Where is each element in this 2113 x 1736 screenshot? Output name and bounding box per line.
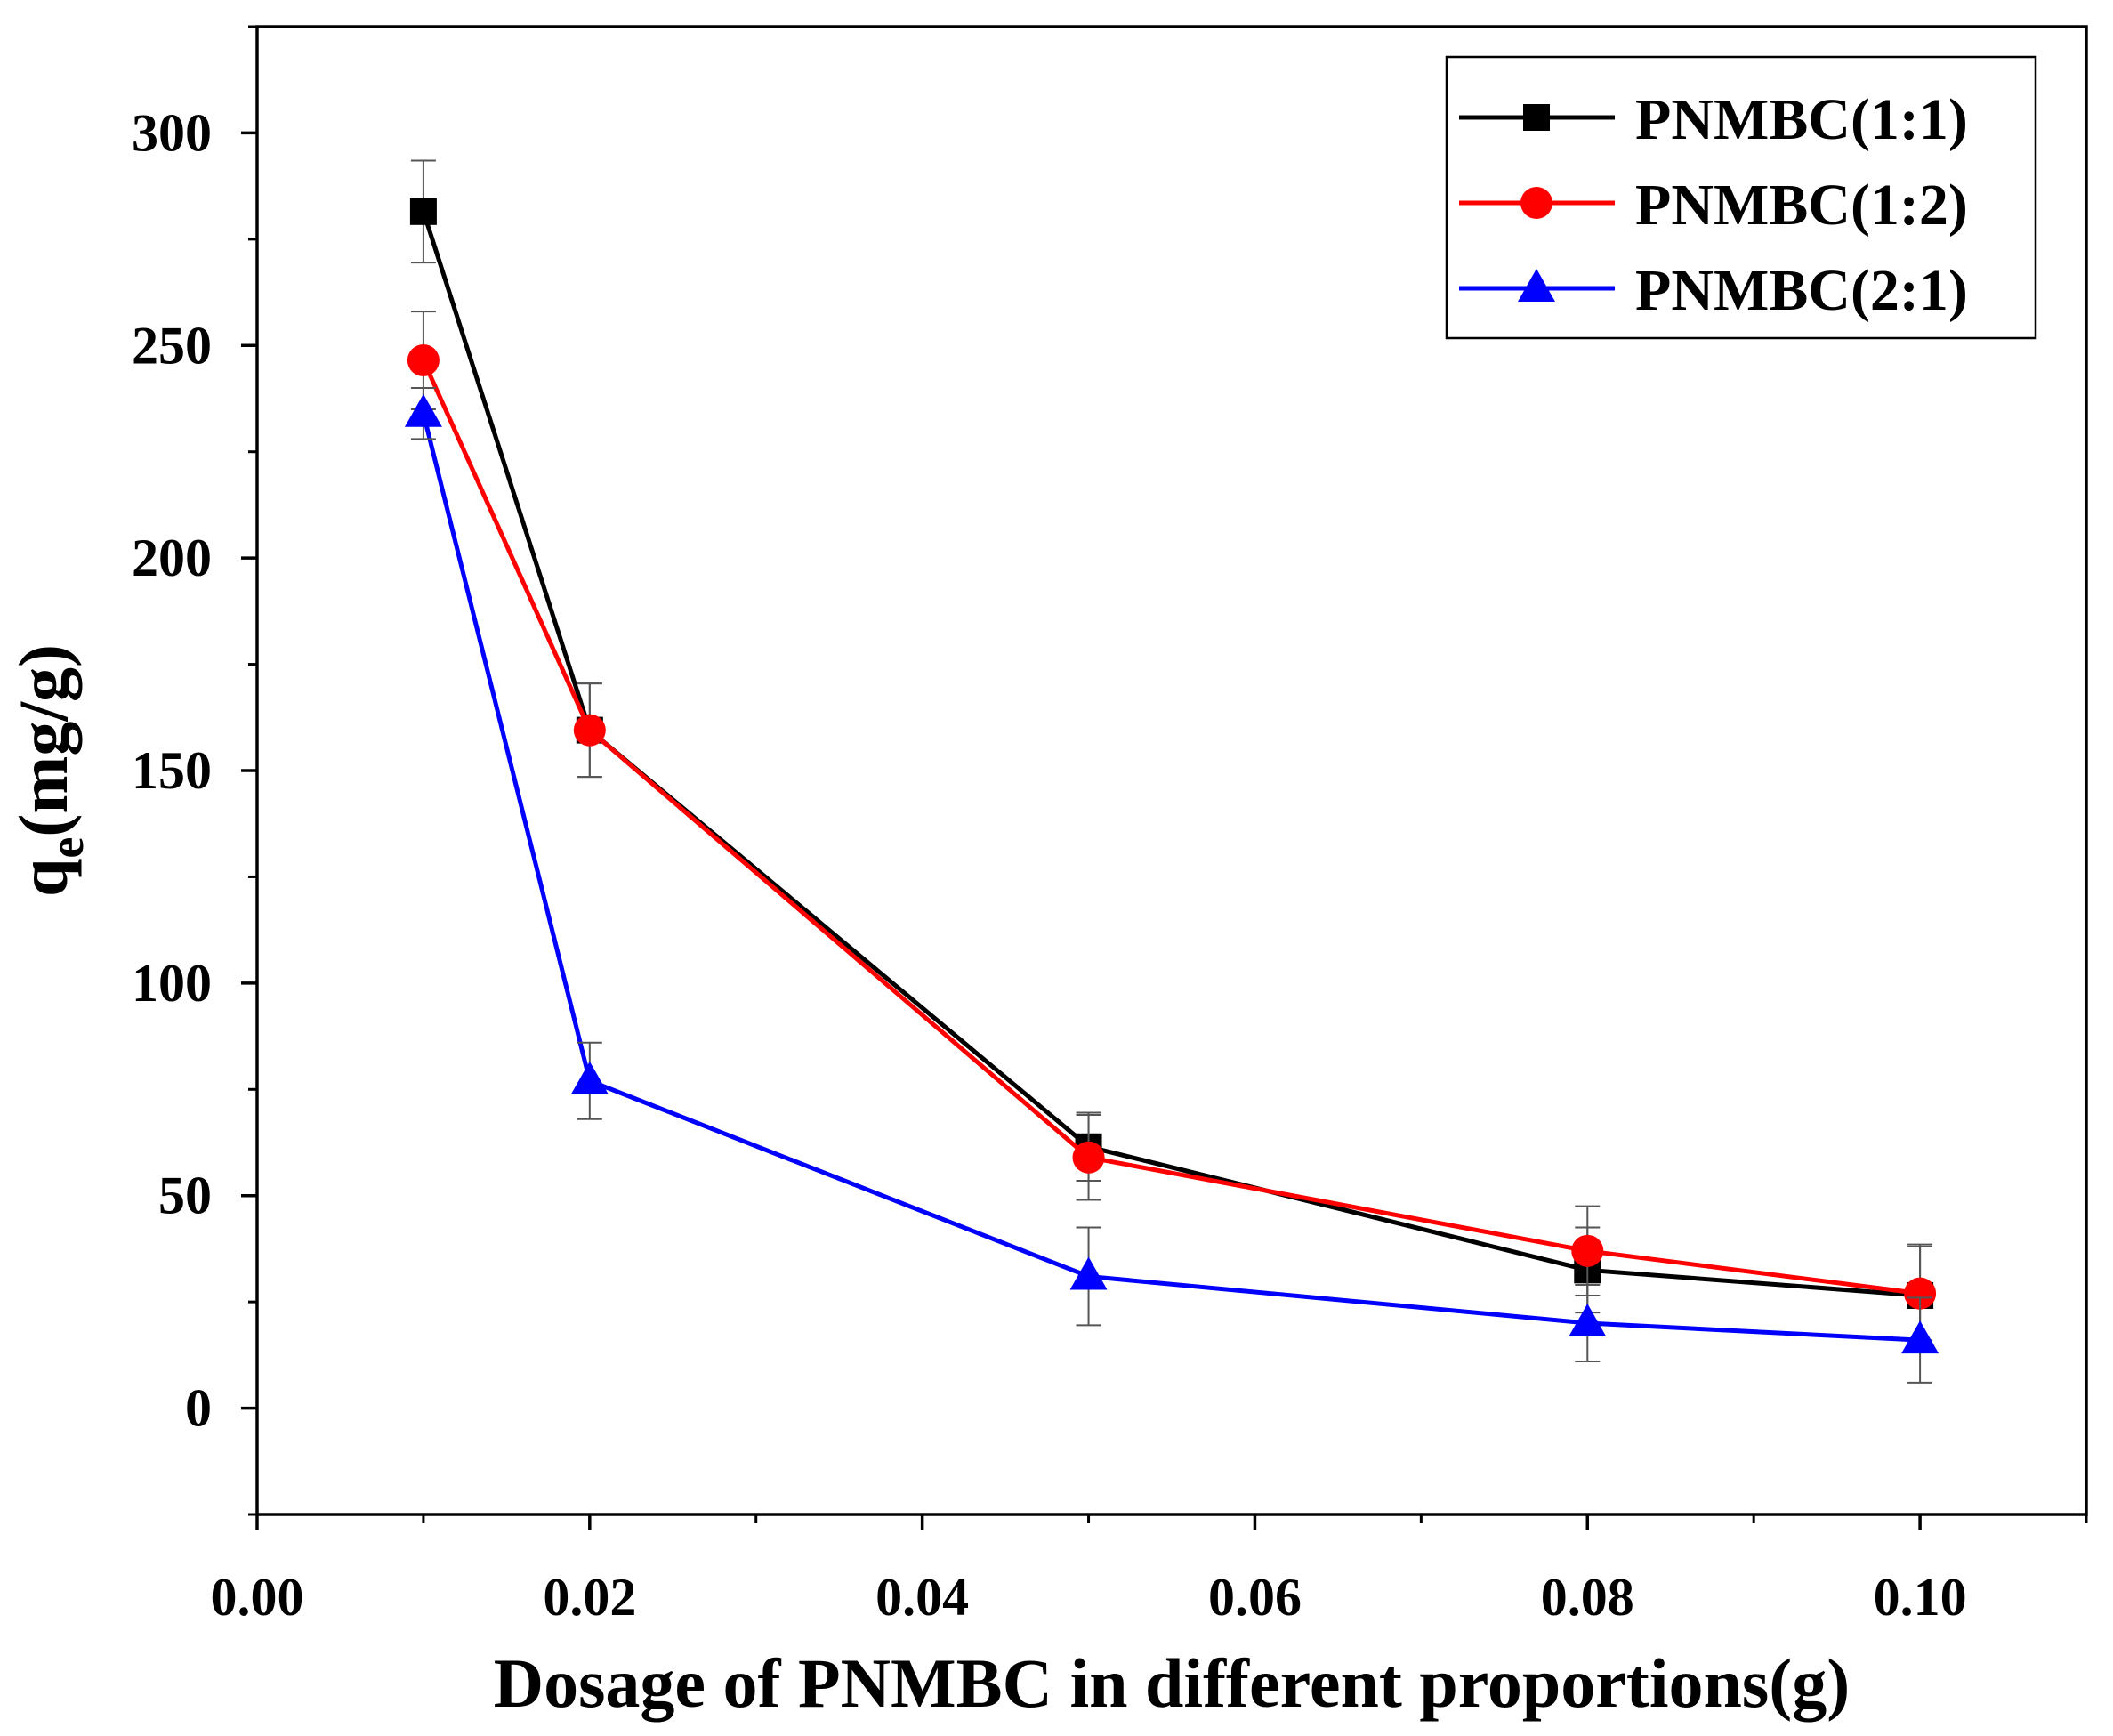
data-point	[573, 714, 606, 747]
data-point	[1569, 1304, 1607, 1337]
y-axis-title-unit: (mg/g)	[4, 644, 82, 837]
legend-label: PNMBC(1:1)	[1635, 87, 1968, 152]
series-layer	[404, 159, 1940, 1384]
data-point	[1571, 1234, 1604, 1267]
legend-marker	[1518, 269, 1555, 302]
data-point	[1069, 1256, 1108, 1290]
y-axis-title-sub: e	[40, 837, 93, 859]
legend-marker	[1520, 187, 1552, 219]
y-tick-label: 300	[132, 103, 212, 162]
y-tick-label: 200	[132, 529, 212, 587]
x-tick-label: 0.00	[211, 1568, 304, 1627]
series-line	[421, 211, 1921, 1298]
data-point	[1901, 1320, 1940, 1354]
y-axis-title-main: q	[4, 859, 82, 897]
series-line	[421, 413, 1921, 1343]
x-axis-title: Dosage of PNMBC in different proportions…	[494, 1644, 1851, 1722]
legend-item: PNMBC(1:1)	[1459, 87, 1968, 152]
y-tick-label: 150	[132, 741, 212, 800]
data-point	[1072, 1141, 1105, 1174]
y-tick-label: 50	[158, 1167, 212, 1225]
x-tick-label: 0.06	[1208, 1568, 1302, 1627]
y-tick-label: 0	[185, 1379, 212, 1438]
legend-label: PNMBC(1:2)	[1635, 173, 1968, 238]
legend-item: PNMBC(2:1)	[1459, 258, 1968, 323]
x-tick-label: 0.02	[543, 1568, 636, 1627]
y-axis-title: qe(mg/g)	[4, 644, 93, 897]
series-2	[404, 387, 1940, 1384]
legend-item: PNMBC(1:2)	[1459, 173, 1968, 238]
data-point	[570, 1061, 609, 1094]
data-point	[409, 198, 437, 225]
y-tick-label: 250	[132, 316, 212, 375]
svg-text:qe(mg/g): qe(mg/g)	[4, 644, 93, 897]
x-tick-label: 0.04	[875, 1568, 969, 1627]
data-point	[404, 393, 442, 427]
x-tick-label: 0.08	[1541, 1568, 1634, 1627]
legend: PNMBC(1:1) PNMBC(1:2) PNMBC(2:1)	[1445, 55, 2037, 340]
y-tick-label: 100	[132, 954, 212, 1013]
data-point	[407, 344, 440, 377]
legend-label: PNMBC(2:1)	[1635, 258, 1968, 323]
axis-ticks: 0.00 0.02 0.04 0.06 0.08 0.10 0 50 100 150 200 250 3…	[132, 25, 2088, 1627]
x-tick-label: 0.10	[1874, 1568, 1967, 1627]
data-point	[1904, 1277, 1937, 1310]
series-1	[407, 311, 1937, 1342]
series-line	[421, 359, 1921, 1296]
legend-marker	[1523, 104, 1550, 131]
